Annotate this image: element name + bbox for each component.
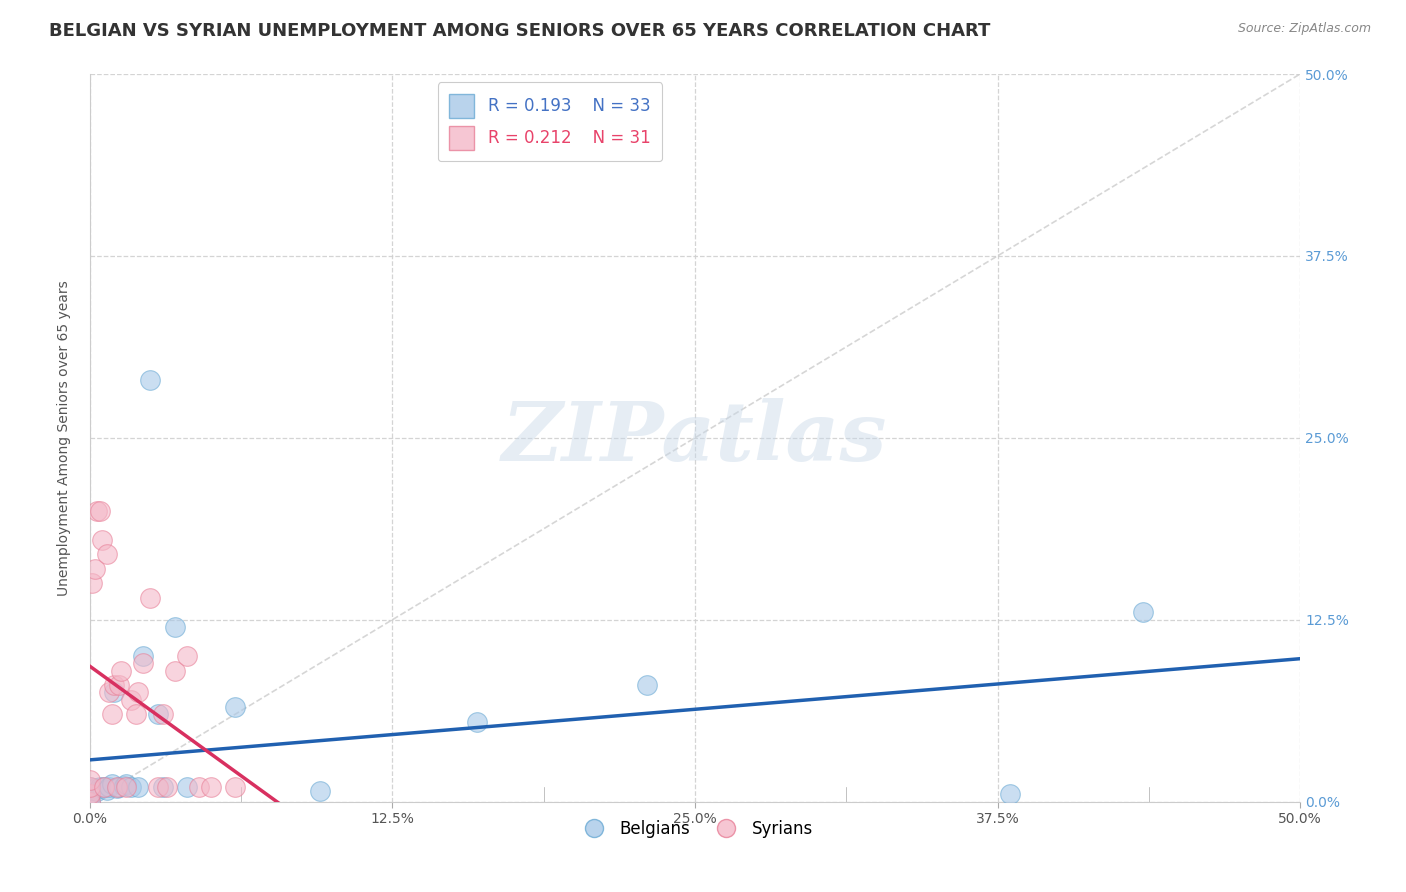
Point: [636, 678, 658, 692]
Point: [139, 591, 162, 605]
Point: [156, 780, 179, 794]
Point: [83, 562, 105, 576]
Point: [132, 657, 155, 671]
Point: [86, 503, 108, 517]
Point: [83, 781, 105, 796]
Text: BELGIAN VS SYRIAN UNEMPLOYMENT AMONG SENIORS OVER 65 YEARS CORRELATION CHART: BELGIAN VS SYRIAN UNEMPLOYMENT AMONG SEN…: [49, 22, 991, 40]
Point: [79, 795, 101, 809]
Point: [96, 547, 118, 561]
Point: [79, 783, 101, 797]
Point: [120, 692, 142, 706]
Point: [79, 780, 101, 794]
Point: [163, 620, 186, 634]
Point: [176, 648, 198, 663]
Y-axis label: Unemployment Among Seniors over 65 years: Unemployment Among Seniors over 65 years: [58, 280, 72, 596]
Point: [152, 707, 174, 722]
Point: [79, 787, 101, 801]
Point: [79, 780, 101, 794]
Point: [465, 714, 488, 729]
Point: [108, 780, 131, 794]
Point: [79, 786, 101, 800]
Point: [86, 784, 108, 798]
Point: [105, 780, 128, 794]
Point: [152, 780, 174, 794]
Point: [103, 678, 125, 692]
Point: [163, 664, 186, 678]
Point: [91, 781, 114, 796]
Point: [103, 685, 125, 699]
Point: [187, 780, 209, 794]
Point: [120, 780, 142, 794]
Point: [139, 373, 162, 387]
Point: [89, 780, 111, 794]
Point: [93, 780, 115, 794]
Point: [100, 707, 122, 722]
Point: [132, 648, 155, 663]
Point: [89, 503, 111, 517]
Point: [127, 685, 149, 699]
Point: [998, 787, 1021, 801]
Point: [79, 772, 101, 787]
Point: [82, 783, 104, 797]
Legend: Belgians, Syrians: Belgians, Syrians: [571, 813, 820, 844]
Point: [112, 779, 135, 793]
Point: [93, 780, 115, 794]
Point: [100, 777, 122, 791]
Point: [82, 576, 104, 591]
Point: [96, 783, 118, 797]
Text: ZIPatlas: ZIPatlas: [502, 398, 887, 478]
Point: [110, 664, 132, 678]
Point: [200, 780, 222, 794]
Point: [125, 707, 148, 722]
Point: [105, 781, 128, 796]
Point: [127, 780, 149, 794]
Point: [1132, 606, 1154, 620]
Point: [115, 777, 138, 791]
Point: [91, 533, 114, 547]
Point: [115, 780, 138, 794]
Point: [176, 780, 198, 794]
Point: [146, 707, 169, 722]
Point: [79, 789, 101, 803]
Text: Source: ZipAtlas.com: Source: ZipAtlas.com: [1237, 22, 1371, 36]
Point: [98, 780, 121, 794]
Point: [146, 780, 169, 794]
Point: [224, 700, 246, 714]
Point: [79, 795, 101, 809]
Point: [98, 685, 121, 699]
Point: [108, 678, 131, 692]
Point: [308, 784, 330, 798]
Point: [224, 780, 246, 794]
